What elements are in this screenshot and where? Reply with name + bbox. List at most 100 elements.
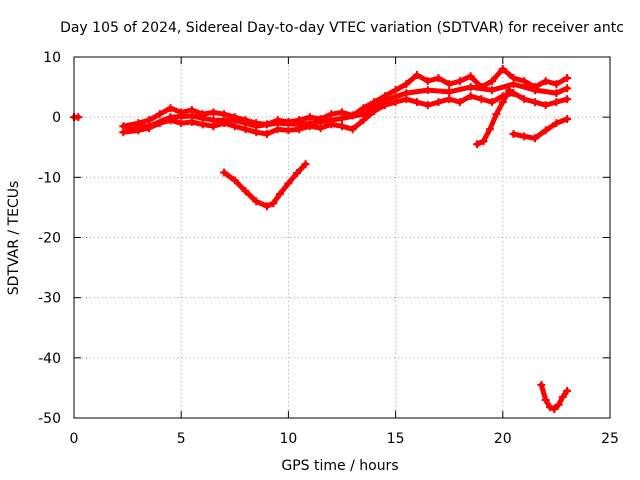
data-point [537, 380, 546, 389]
axis-ticks: 0 5 10 15 20 25 -50 -40 -30 -20 -10 0 10 [38, 50, 619, 447]
data-point [292, 169, 301, 178]
data-point [413, 98, 422, 107]
y-tick-label: -10 [38, 170, 61, 186]
data-point [262, 130, 271, 139]
data-point [413, 71, 422, 80]
data-point [220, 168, 229, 177]
data-point [498, 98, 507, 107]
y-tick-label: -20 [38, 231, 61, 247]
data-point [498, 65, 507, 74]
series-rising-segment [473, 86, 514, 149]
chart-title: Day 105 of 2024, Sidereal Day-to-day VTE… [60, 20, 624, 36]
data-point [520, 77, 529, 86]
data-point [423, 77, 432, 86]
data-point [155, 110, 164, 119]
data-point [220, 110, 229, 119]
y-tick-label: -50 [38, 411, 61, 427]
x-tick-label: 0 [70, 431, 79, 447]
data-point [423, 101, 432, 110]
data-point [391, 86, 400, 95]
series-dip-curve [220, 160, 310, 211]
data-point [434, 98, 443, 107]
data-point [198, 120, 207, 129]
y-axis-label: SDTVAR / TECUs [6, 181, 22, 296]
data-point [209, 116, 218, 125]
series-band-mid [123, 80, 572, 132]
data-point [166, 104, 175, 113]
data-point [241, 125, 250, 134]
series-line [221, 161, 309, 209]
series-bottom-curve [537, 380, 572, 413]
data-point [252, 122, 261, 131]
data-point [230, 116, 239, 125]
x-axis-label: GPS time / hours [281, 458, 398, 474]
data-point [402, 80, 411, 89]
x-tick-label: 10 [279, 431, 297, 447]
data-point [545, 403, 554, 412]
data-point [327, 110, 336, 119]
data-point [380, 96, 389, 105]
data-point [530, 86, 539, 95]
data-point [552, 89, 561, 98]
data-point [316, 117, 325, 126]
data-point [488, 98, 497, 107]
data-marks [70, 65, 572, 413]
y-tick-label: 0 [52, 110, 61, 126]
data-point [230, 176, 239, 185]
data-point [558, 392, 567, 401]
data-point [284, 179, 293, 188]
x-tick-label: 20 [494, 431, 512, 447]
data-point [423, 86, 432, 95]
data-point [262, 202, 271, 211]
data-point [473, 140, 482, 149]
data-point [466, 72, 475, 81]
data-point [541, 395, 550, 404]
data-point [166, 113, 175, 122]
data-point [348, 125, 357, 134]
data-point [563, 386, 572, 395]
x-tick-label: 25 [601, 431, 619, 447]
data-point [488, 77, 497, 86]
data-point [434, 74, 443, 83]
data-point [209, 108, 218, 117]
data-point [488, 86, 497, 95]
data-point [509, 80, 518, 89]
data-point [145, 122, 154, 131]
data-point [123, 123, 132, 132]
data-point [269, 199, 278, 208]
data-point [563, 95, 572, 104]
data-point [445, 80, 454, 89]
y-tick-label: 10 [43, 50, 61, 66]
data-point [445, 87, 454, 96]
data-point [284, 126, 293, 135]
data-point [520, 95, 529, 104]
data-point [338, 122, 346, 131]
data-point [554, 400, 563, 409]
data-point [119, 128, 128, 137]
data-point [391, 98, 400, 107]
data-point [541, 126, 550, 135]
data-point [541, 101, 550, 110]
data-point [466, 92, 475, 101]
data-point [305, 113, 314, 122]
data-point [563, 74, 572, 83]
data-point [402, 89, 411, 98]
data-point [509, 89, 518, 98]
x-tick-label: 5 [177, 431, 186, 447]
data-point [530, 98, 539, 107]
data-point [477, 95, 486, 104]
plot-frame [73, 56, 611, 419]
series-line [125, 81, 570, 131]
data-point [530, 134, 539, 143]
data-point [74, 113, 83, 122]
data-point [550, 404, 559, 413]
data-point [520, 132, 529, 141]
data-point [187, 111, 196, 120]
data-point [479, 137, 488, 146]
data-point [563, 114, 572, 123]
data-point [552, 119, 561, 128]
series-point-0 [70, 113, 83, 122]
data-point [455, 98, 464, 107]
